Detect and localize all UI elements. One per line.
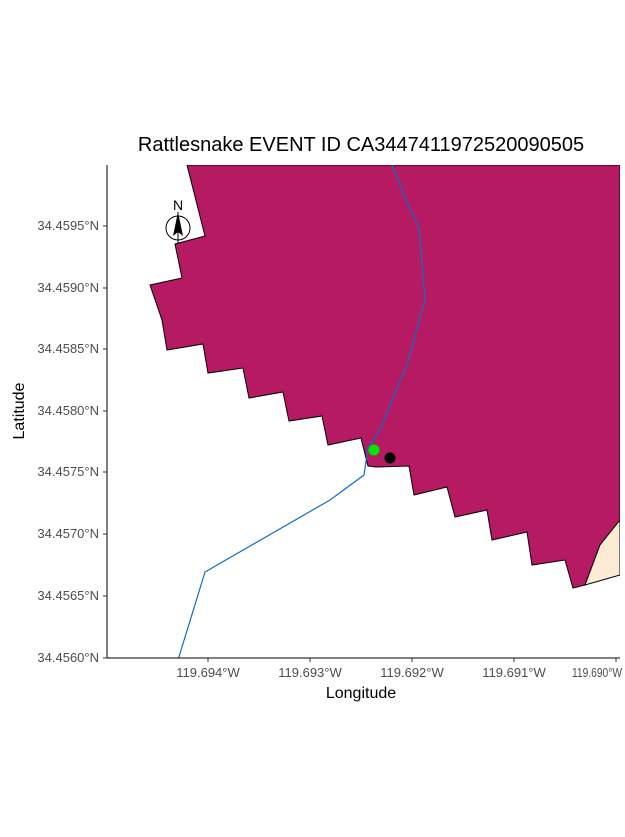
x-tick-label: 119.693°W [278, 665, 342, 680]
y-axis-title: Latitude [11, 382, 28, 439]
adjacent-area-polygon [584, 519, 620, 586]
black-point [384, 452, 396, 464]
burn-area-polygon [149, 165, 620, 589]
x-tick-label: 119.692°W [380, 665, 444, 680]
y-tick-label: 34.4580°N [37, 403, 99, 418]
y-tick-label: 34.4590°N [37, 280, 99, 295]
north-arrow: N [165, 197, 191, 244]
y-tick-label: 34.4595°N [37, 218, 99, 233]
y-tick-label: 34.4565°N [37, 588, 99, 603]
x-axis-title: Longitude [326, 685, 396, 702]
y-ticks: 34.4560°N 34.4565°N 34.4570°N 34.4575°N … [37, 218, 107, 665]
y-tick-label: 34.4575°N [37, 464, 99, 479]
x-tick-label: 119.691°W [482, 665, 546, 680]
stream-line [177, 165, 426, 658]
map-title: Rattlesnake EVENT ID CA34474119725200905… [138, 134, 584, 156]
x-ticks: 119.694°W 119.693°W 119.692°W 119.691°W … [176, 658, 623, 680]
x-tick-label: 119.690°W [572, 665, 623, 680]
x-tick-label: 119.694°W [176, 665, 240, 680]
y-tick-label: 34.4585°N [37, 341, 99, 356]
green-point [368, 444, 380, 456]
y-tick-label: 34.4560°N [37, 650, 99, 665]
y-tick-label: 34.4570°N [37, 526, 99, 541]
north-arrow-label: N [173, 197, 183, 213]
map-panel [149, 165, 620, 658]
